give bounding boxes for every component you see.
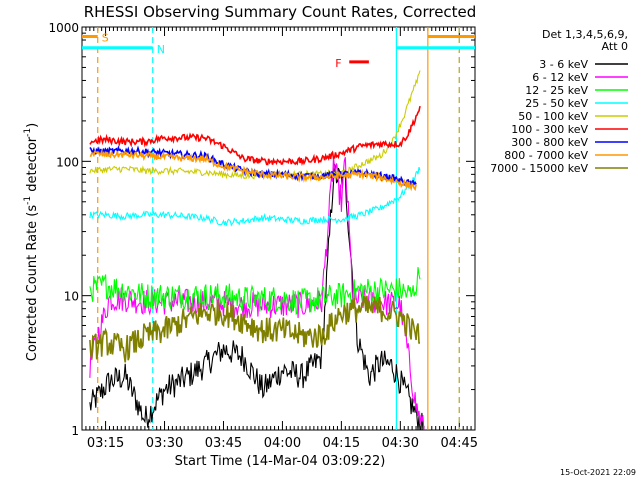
legend-entry-label: 7000 - 15000 keV [490,162,588,175]
legend-entry-label: 12 - 25 keV [525,84,588,97]
x-tick-label: 04:30 [382,436,419,451]
y-axis-label-end: ) [25,123,40,128]
x-tick-label: 04:45 [441,436,478,451]
legend-entry-label: 3 - 6 keV [539,58,588,71]
series-line [89,105,421,167]
y-tick-label: 10 [64,290,79,304]
plot-layer: 1 10 100 1000 03:15 03:30 03:45 04:00 04:15 04:30… [48,21,478,451]
legend-entry-label: 50 - 100 keV [518,110,588,123]
y-axis-label-part: Corrected Count Rate (s [25,205,40,362]
series-line [89,295,420,363]
series-line [89,166,421,227]
series-line [89,163,424,431]
annotation-label: F [335,57,341,70]
series-line [89,267,421,315]
series-line [89,145,417,187]
y-axis-label-mid: detector [25,136,40,196]
annotation-label: S [102,31,109,44]
footer-date: 15-Oct-2021 22:09 [560,468,636,477]
y-tick-label: 100 [56,155,79,169]
legend-entry-label: 6 - 12 keV [532,71,588,84]
legend-entry-label: 300 - 800 keV [511,136,588,149]
legend-entry-label: 100 - 300 keV [511,123,588,136]
legend-header-line-2: Att 0 [602,40,628,53]
y-tick-label: 1 [71,424,79,438]
y-axis-label-sup2: -1 [23,128,33,137]
y-axis-label: Corrected Count Rate (s-1 detector-1) [23,123,40,361]
chart-title: RHESSI Observing Summary Count Rates, Co… [84,3,477,21]
x-tick-label: 04:00 [264,436,301,451]
series-line [89,148,417,192]
x-tick-label: 03:30 [146,436,183,451]
x-tick-label: 04:15 [323,436,360,451]
x-tick-label: 03:15 [87,436,124,451]
legend-entry-label: 800 - 7000 keV [504,149,588,162]
x-axis-label: Start Time (14-Mar-04 03:09:22) [175,454,386,469]
legend-header-line-1: Det 1,3,4,5,6,9, [542,28,628,41]
annotation-label: N [157,43,165,56]
y-tick-label: 1000 [48,21,79,35]
y-axis-label-sup: -1 [23,196,33,205]
x-tick-label: 03:45 [205,436,242,451]
legend-entry-label: 25 - 50 keV [525,97,588,110]
